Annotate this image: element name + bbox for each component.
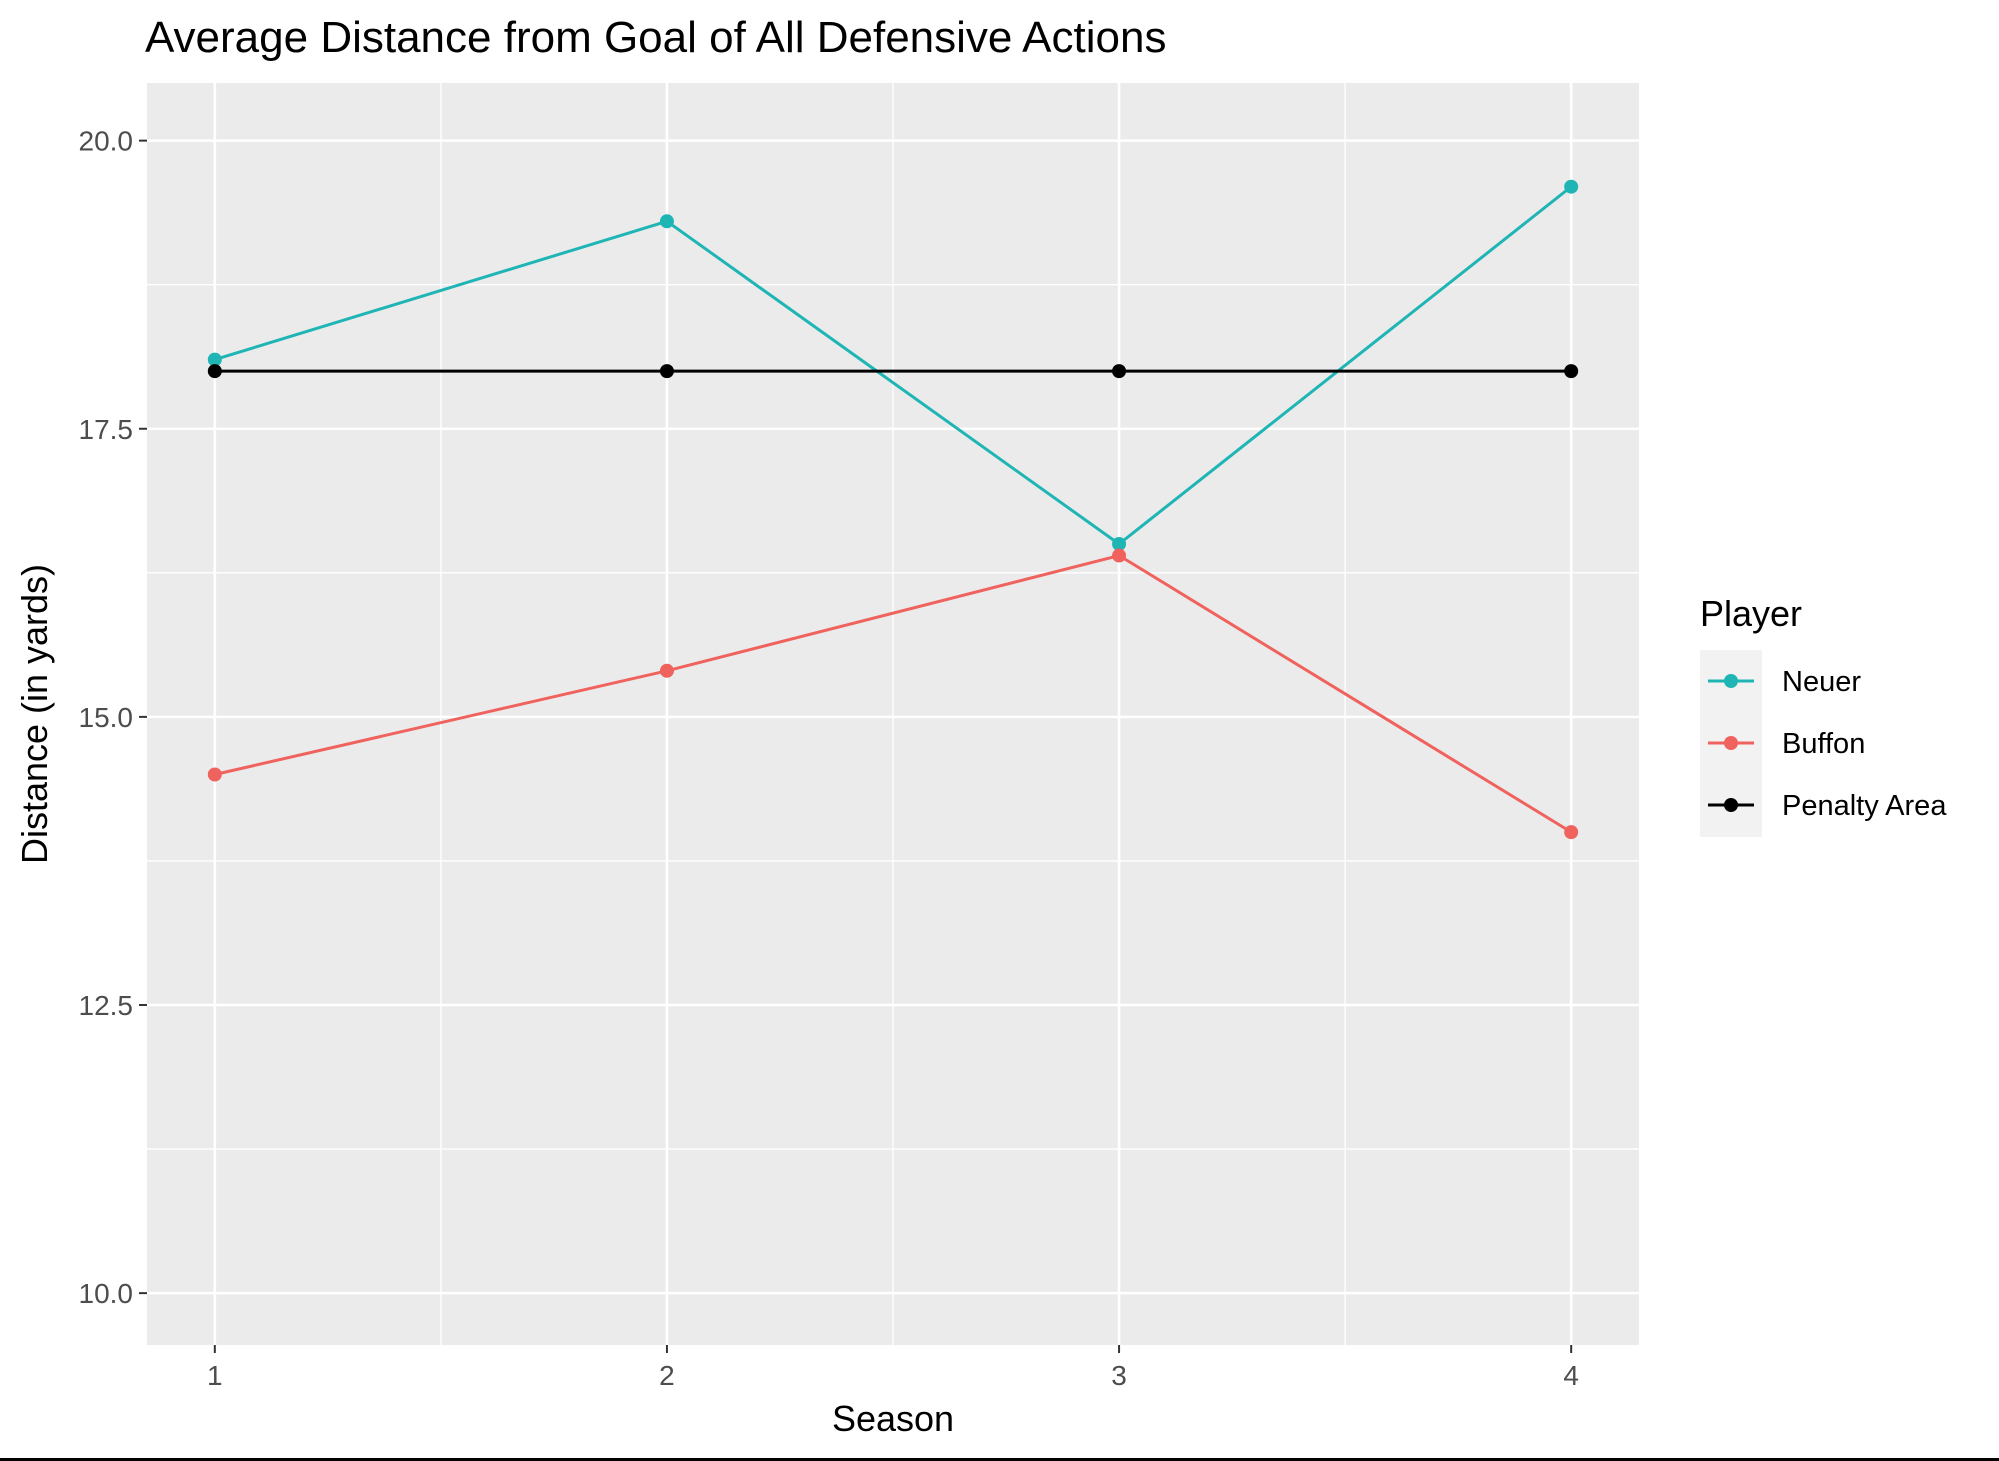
bottom-border — [0, 1458, 1999, 1461]
legend-label-buffon: Buffon — [1782, 728, 1865, 760]
legend-key-point-buffon — [1724, 736, 1738, 750]
data-point-neuer — [1564, 179, 1579, 194]
legend-key-point-neuer — [1724, 674, 1738, 688]
legend: Player Neuer Buffon Penalty Area — [1700, 593, 1947, 837]
x-tick-label: 4 — [1563, 1360, 1579, 1391]
x-axis-title: Season — [832, 1398, 954, 1439]
data-point-neuer — [1112, 537, 1127, 552]
data-point-buffon — [1564, 825, 1579, 840]
data-point-buffon — [1112, 548, 1127, 563]
legend-key-point-penalty-area — [1724, 798, 1738, 812]
y-tick-label: 15.0 — [79, 702, 134, 733]
data-point-penalty-area — [659, 364, 674, 379]
legend-title: Player — [1700, 593, 1802, 634]
y-tick-label: 20.0 — [79, 126, 134, 157]
y-tick-label: 12.5 — [79, 990, 134, 1021]
data-point-penalty-area — [1112, 364, 1127, 379]
x-tick-label: 2 — [659, 1360, 675, 1391]
y-tick-label: 10.0 — [79, 1278, 134, 1309]
x-tick-label: 1 — [207, 1360, 223, 1391]
y-tick-label: 17.5 — [79, 414, 134, 445]
data-point-penalty-area — [1564, 364, 1579, 379]
chart-title: Average Distance from Goal of All Defens… — [145, 13, 1166, 62]
data-point-penalty-area — [207, 364, 222, 379]
x-axis: 1 2 3 4 — [207, 1345, 1579, 1391]
minor-gridlines — [147, 83, 1639, 1345]
legend-items: Neuer Buffon Penalty Area — [1708, 666, 1947, 822]
y-axis: 10.0 12.5 15.0 17.5 20.0 — [79, 126, 147, 1309]
series-line-buffon — [214, 554, 1572, 834]
data-point-buffon — [207, 767, 222, 782]
data-point-neuer — [659, 214, 674, 229]
series-line-neuer — [214, 185, 1573, 546]
data-point-neuer — [207, 352, 222, 367]
legend-label-neuer: Neuer — [1782, 666, 1861, 698]
data-point-buffon — [659, 663, 674, 678]
series-layer — [207, 179, 1579, 840]
legend-label-penalty-area: Penalty Area — [1782, 790, 1947, 822]
major-gridlines — [147, 83, 1639, 1345]
y-axis-title: Distance (in yards) — [14, 564, 55, 864]
x-tick-label: 3 — [1111, 1360, 1127, 1391]
